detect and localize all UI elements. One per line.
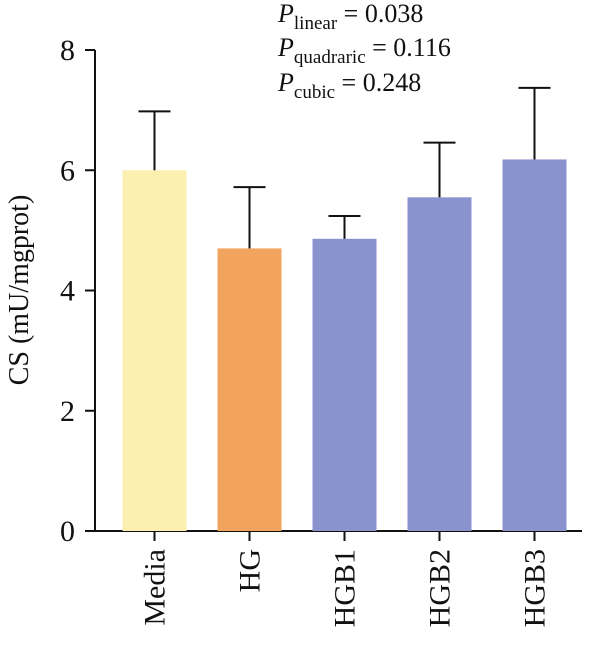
- bar-hgb3: [502, 159, 567, 532]
- y-axis-title: CS (mU/mgprot): [4, 195, 35, 386]
- x-category-label: HGB2: [424, 549, 457, 627]
- p-value-quadraric: Pquadraric = 0.116: [277, 33, 451, 68]
- p-value-cubic: Pcubic = 0.248: [277, 68, 421, 103]
- x-category-label: HGB1: [329, 549, 362, 627]
- p-value-linear: Plinear = 0.038: [277, 0, 423, 34]
- y-tick-label: 8: [60, 34, 75, 67]
- x-category-label: HG: [234, 549, 267, 592]
- plot-area: 0 2 4 6 8 Media HG HGB1 HGB2 HGB3: [60, 34, 582, 627]
- y-tick-label: 4: [60, 275, 75, 308]
- y-tick-label: 6: [60, 154, 75, 187]
- y-tick-label: 0: [60, 515, 75, 548]
- y-tick-label: 2: [60, 395, 75, 428]
- x-category-label: Media: [139, 549, 172, 626]
- bar-hgb1: [312, 238, 377, 532]
- bar-media: [122, 170, 187, 531]
- x-category-label: HGB3: [519, 549, 552, 627]
- bar-hg: [217, 248, 282, 531]
- bar-hgb2: [407, 197, 472, 531]
